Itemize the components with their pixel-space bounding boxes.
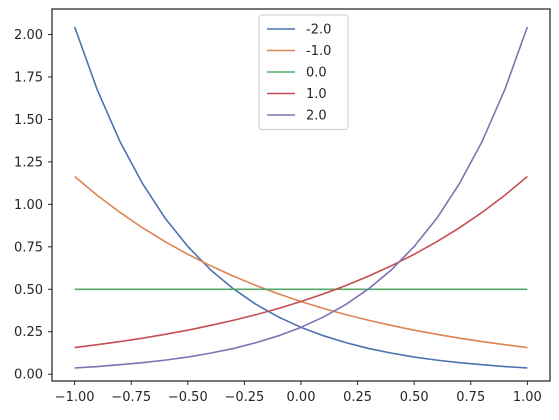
x-tick-label-2: −0.50 [168,390,208,405]
y-tick-label-0: 0.00 [14,368,43,383]
x-tick-label-3: −0.25 [224,390,264,405]
y-tick-label-2: 0.50 [14,283,43,298]
series-line-4 [74,26,529,369]
legend-label-3: 1.0 [306,87,327,102]
x-tick-label-7: 0.75 [456,390,485,405]
y-axis: 0.00 0.25 0.50 0.75 1.00 1.25 1.50 1.75 2.00 [14,28,52,383]
x-tick-label-5: 0.25 [343,390,372,405]
y-tick-label-4: 1.00 [14,198,43,213]
x-axis: −1.00 −0.75 −0.50 −0.25 0.00 0.25 0.50 0.75 1.00 [55,381,542,405]
legend-label-2: 0.0 [306,66,327,81]
x-tick-label-1: −0.75 [111,390,151,405]
x-tick-label-0: −1.00 [55,390,95,405]
y-tick-label-3: 0.75 [14,240,43,255]
y-tick-label-6: 1.50 [14,113,43,128]
legend-label-0: -2.0 [306,23,331,38]
y-tick-label-7: 1.75 [14,70,43,85]
x-tick-label-4: 0.00 [287,390,316,405]
y-tick-label-1: 0.25 [14,325,43,340]
legend-label-4: 2.0 [306,109,327,124]
series-layer [73,26,529,369]
legend-label-1: -1.0 [306,44,331,59]
y-tick-label-5: 1.25 [14,155,43,170]
series-line-3 [74,175,528,349]
legend: -2.0 -1.0 0.0 1.0 2.0 [258,14,349,130]
legend-box [258,14,349,130]
y-tick-label-8: 2.00 [14,28,43,43]
x-tick-label-8: 1.00 [513,390,542,405]
x-tick-label-6: 0.50 [400,390,429,405]
